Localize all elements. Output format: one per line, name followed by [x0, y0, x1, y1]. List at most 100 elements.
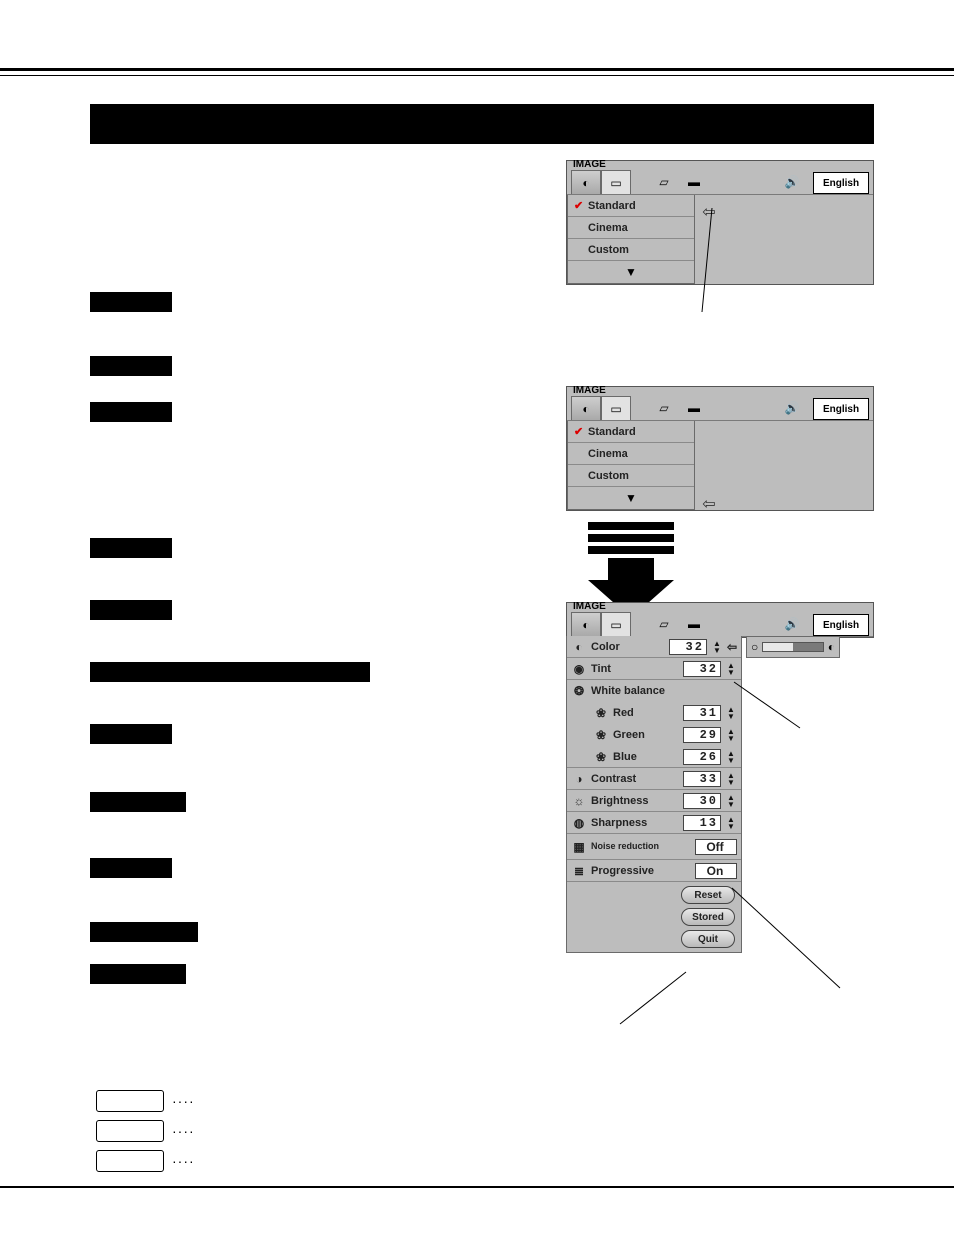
button-outline — [96, 1150, 164, 1172]
check-icon: ✔ — [574, 425, 584, 438]
row-label: Green — [613, 729, 645, 741]
tab-image-2[interactable]: ▭ — [601, 612, 631, 636]
tab-setup-icon[interactable]: ▬ — [679, 170, 709, 194]
white-balance-icon: ❂ — [571, 684, 587, 698]
mode-item-standard[interactable]: ✔ Standard — [568, 421, 694, 443]
row-color[interactable]: ◐ Color 32 ▲▼ ⇦ — [567, 636, 741, 658]
value-box: 32 — [683, 661, 721, 677]
mode-item-standard[interactable]: ✔ Standard — [568, 195, 694, 217]
osd-tabbar: ◐ ▭ ▱ ▬ 🔊 English — [567, 161, 873, 195]
row-sharpness[interactable]: ◍ Sharpness 13 ▲▼ — [567, 812, 741, 834]
button-outline — [96, 1120, 164, 1142]
row-contrast[interactable]: ◑ Contrast 33 ▲▼ — [567, 768, 741, 790]
row-brightness[interactable]: ☼ Brightness 30 ▲▼ — [567, 790, 741, 812]
progressive-icon: ≣ — [571, 864, 587, 878]
value-box: 33 — [683, 771, 721, 787]
text-block — [90, 858, 172, 878]
text-block — [90, 538, 172, 558]
tab-setup-icon[interactable]: ▬ — [679, 396, 709, 420]
mode-item-custom[interactable]: Custom — [568, 465, 694, 487]
text-block — [90, 724, 172, 744]
mode-dropdown: ✔ Standard Cinema Custom ▼ — [567, 195, 695, 284]
osd-title: IMAGE — [573, 159, 606, 170]
row-label: White balance — [591, 685, 665, 697]
tab-sound-icon[interactable]: 🔊 — [777, 396, 807, 420]
pointer-left-icon: ⇦ — [727, 640, 737, 654]
mode-more[interactable]: ▼ — [568, 261, 694, 283]
tab-image-1[interactable]: ◐ — [571, 170, 601, 194]
wb-green-icon: ❀ — [593, 728, 609, 742]
row-label: Blue — [613, 751, 637, 763]
slider-fill — [763, 643, 793, 651]
section-title-bar — [90, 104, 874, 144]
tab-setup-icon[interactable]: ▬ — [679, 612, 709, 636]
tab-keystone-icon[interactable]: ▱ — [649, 170, 679, 194]
tint-icon: ◉ — [571, 662, 587, 676]
row-noise-reduction[interactable]: ▦ Noise reduction Off — [567, 834, 741, 860]
chevron-down-icon: ▼ — [625, 491, 637, 505]
row-tint[interactable]: ◉ Tint 32 ▲▼ — [567, 658, 741, 680]
language-box[interactable]: English — [813, 172, 869, 194]
mode-item-cinema[interactable]: Cinema — [568, 443, 694, 465]
text-block — [90, 402, 172, 422]
tab-image-2[interactable]: ▭ — [601, 396, 631, 420]
osd-menu-detail: IMAGE ◐ ▭ ▱ ▬ 🔊 English — [566, 602, 874, 638]
tab-keystone-icon[interactable]: ▱ — [649, 396, 679, 420]
tab-sound-icon[interactable]: 🔊 — [777, 612, 807, 636]
text-block — [90, 922, 198, 942]
tab-image-2[interactable]: ▭ — [601, 170, 631, 194]
row-label: Tint — [591, 663, 611, 675]
value-box: 29 — [683, 727, 721, 743]
language-box[interactable]: English — [813, 614, 869, 636]
slider-track[interactable] — [762, 642, 824, 652]
slider-min-icon: ○ — [751, 640, 758, 654]
mode-item-custom[interactable]: Custom — [568, 239, 694, 261]
value-box: 31 — [683, 705, 721, 721]
osd-title: IMAGE — [573, 601, 606, 612]
noise-icon: ▦ — [571, 840, 587, 854]
stored-button[interactable]: Stored — [681, 908, 735, 926]
mode-item-cinema[interactable]: Cinema — [568, 217, 694, 239]
language-box[interactable]: English — [813, 398, 869, 420]
row-wb-red[interactable]: ❀ Red 31 ▲▼ — [567, 702, 741, 724]
osd-tabbar: ◐ ▭ ▱ ▬ 🔊 English — [567, 387, 873, 421]
tab-image-1[interactable]: ◐ — [571, 396, 601, 420]
callout-lines — [730, 668, 850, 1008]
row-wb-blue[interactable]: ❀ Blue 26 ▲▼ — [567, 746, 741, 768]
row-label: Progressive — [591, 865, 654, 877]
osd-menu-middle: IMAGE ◐ ▭ ▱ ▬ 🔊 English ✔ Standard Cinem… — [566, 386, 874, 511]
row-white-balance: ❂ White balance — [567, 680, 741, 702]
callout-line — [700, 202, 740, 322]
tab-image-1[interactable]: ◐ — [571, 612, 601, 636]
tab-sound-icon[interactable]: 🔊 — [777, 170, 807, 194]
mode-dropdown: ✔ Standard Cinema Custom ▼ — [567, 421, 695, 510]
reset-button[interactable]: Reset — [681, 886, 735, 904]
row-label: Noise reduction — [591, 842, 659, 851]
row-label: Brightness — [591, 795, 648, 807]
mode-label: Standard — [588, 200, 636, 212]
row-buttons: Reset Stored Quit — [567, 882, 741, 952]
row-label: Color — [591, 641, 620, 653]
quit-button[interactable]: Quit — [681, 930, 735, 948]
spinner[interactable]: ▲▼ — [711, 639, 723, 655]
value-box: 26 — [683, 749, 721, 765]
chevron-down-icon: ▼ — [625, 265, 637, 279]
dots: ···· — [172, 1093, 195, 1109]
text-block — [90, 356, 172, 376]
row-wb-green[interactable]: ❀ Green 29 ▲▼ — [567, 724, 741, 746]
page-top-rule — [0, 68, 954, 76]
subsection-title-bar — [90, 662, 370, 682]
text-block — [90, 792, 186, 812]
tab-keystone-icon[interactable]: ▱ — [649, 612, 679, 636]
row-label: Contrast — [591, 773, 636, 785]
button-legend: ···· ···· ···· — [96, 1090, 195, 1180]
mode-label: Cinema — [588, 448, 628, 460]
wb-red-icon: ❀ — [593, 706, 609, 720]
pointer-left-icon: ⇦ — [699, 495, 719, 513]
row-progressive[interactable]: ≣ Progressive On — [567, 860, 741, 882]
osd-tabbar: ◐ ▭ ▱ ▬ 🔊 English — [567, 603, 873, 637]
mode-label: Custom — [588, 244, 629, 256]
text-block — [90, 292, 172, 312]
contrast-icon: ◑ — [571, 772, 587, 786]
mode-more[interactable]: ▼ — [568, 487, 694, 509]
